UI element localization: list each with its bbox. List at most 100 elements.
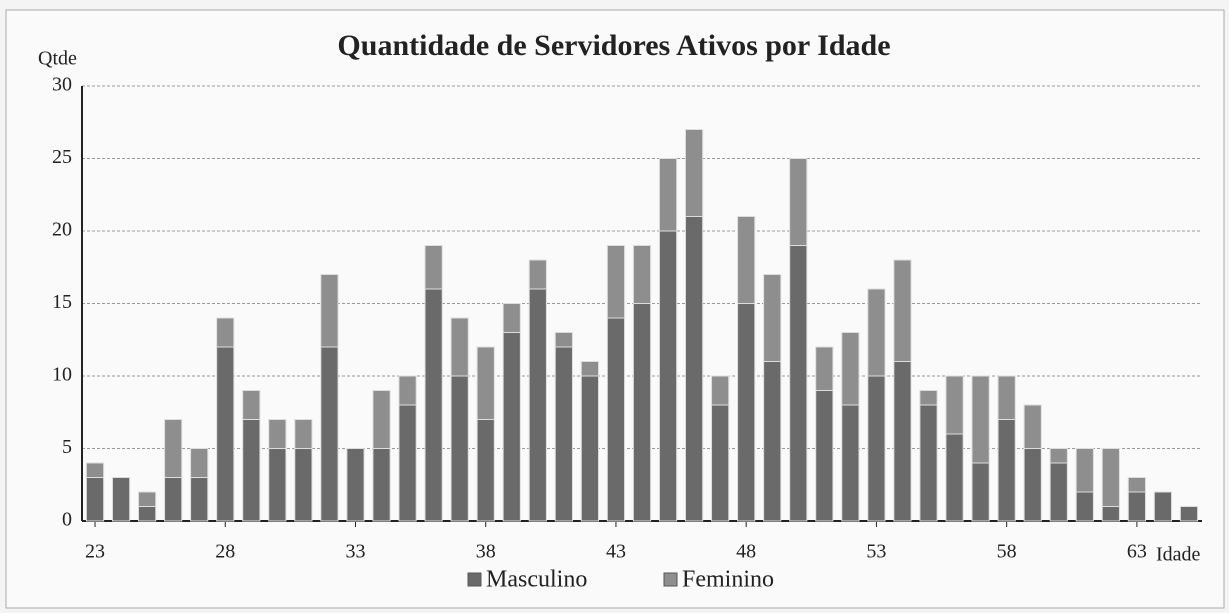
bar-segment <box>632 245 652 304</box>
bar-segment <box>1179 506 1199 522</box>
x-tick-label: 23 <box>85 541 105 563</box>
bar-segment <box>320 346 339 522</box>
bar-segment <box>164 477 183 522</box>
bar-segment <box>1127 477 1146 493</box>
bar-segment <box>268 419 287 449</box>
bar-segment <box>216 317 235 348</box>
bar-segment <box>737 216 756 304</box>
bar-segment <box>867 375 886 522</box>
bar-segment <box>658 230 678 522</box>
bar-segment <box>320 274 339 348</box>
bar-segment <box>580 361 600 377</box>
bar-segment <box>424 288 443 522</box>
bar-segment <box>789 158 808 246</box>
bar-segment <box>398 375 417 406</box>
bar-segment <box>216 346 235 522</box>
bar-segment <box>1101 506 1120 522</box>
bar-segment <box>684 129 704 217</box>
bar-segment <box>502 332 521 522</box>
bar-segment <box>763 361 782 522</box>
x-tick-label: 38 <box>476 541 496 563</box>
bar-segment <box>294 419 313 449</box>
bar-segment <box>580 375 600 522</box>
bar-segment <box>190 448 209 478</box>
legend-label: Feminino <box>682 567 774 593</box>
x-tick-label: 58 <box>997 541 1017 563</box>
bar-segment <box>450 375 469 522</box>
bar-segment <box>997 375 1016 420</box>
bar-segment <box>1127 491 1146 522</box>
bar-segment <box>867 288 886 377</box>
bar-segment <box>424 245 443 290</box>
bar-segment <box>1101 448 1120 507</box>
bar-segment <box>85 477 105 522</box>
y-tick-label: 20 <box>52 219 72 241</box>
bar-segment <box>945 433 964 522</box>
bar-segment <box>711 375 730 406</box>
bar-segment <box>789 245 808 522</box>
bar-segment <box>502 303 521 333</box>
bar-segment <box>138 491 157 507</box>
y-tick-label: 0 <box>62 509 72 531</box>
y-tick-label: 25 <box>52 146 72 168</box>
chart-title: Quantidade de Servidores Ativos por Idad… <box>337 29 890 62</box>
x-tick-label: 53 <box>866 541 886 563</box>
bar-segment <box>1049 462 1068 522</box>
bar-segment <box>1075 448 1094 493</box>
bar-segment <box>294 448 313 522</box>
bar-segment <box>242 419 261 522</box>
bar-segment <box>684 216 704 522</box>
bar-segment <box>632 303 652 522</box>
bar-segment <box>841 404 860 522</box>
bar-segment <box>737 303 756 522</box>
bar-segment <box>111 477 131 522</box>
bar-segment <box>919 404 938 522</box>
bar-segment <box>815 346 834 391</box>
bar-segment <box>971 375 990 464</box>
bar-segment <box>554 332 573 348</box>
y-tick-label: 15 <box>52 291 72 313</box>
y-tick-label: 30 <box>52 74 72 96</box>
legend-swatch <box>663 572 678 587</box>
bar-segment <box>528 288 547 522</box>
bar-segment <box>528 259 547 290</box>
bar-segment <box>763 274 782 362</box>
y-axis-label: Qtde <box>38 48 77 70</box>
bar-segment <box>711 404 730 522</box>
bar-segment <box>815 390 834 522</box>
x-tick-label: 48 <box>736 541 756 563</box>
bar-segment <box>85 462 105 478</box>
bar-segment <box>190 477 209 522</box>
x-axis-label: Idade <box>1156 544 1201 566</box>
bar-segment <box>138 506 157 522</box>
bar-segment <box>476 419 495 522</box>
legend-label: Masculino <box>486 567 587 593</box>
bar-segment <box>398 404 417 522</box>
x-tick-label: 63 <box>1127 541 1147 563</box>
bar-segment <box>1153 491 1173 522</box>
bar-segment <box>450 317 469 377</box>
bar-segment <box>372 448 391 522</box>
bar-segment <box>1075 491 1094 522</box>
y-tick-label: 10 <box>52 364 72 386</box>
bar-segment <box>1049 448 1068 464</box>
bar-segment <box>372 390 391 449</box>
bar-segment <box>1023 404 1042 449</box>
x-tick-label: 43 <box>606 541 626 563</box>
bar-segment <box>554 346 573 522</box>
bar-segment <box>893 259 912 362</box>
bar-segment <box>606 317 626 522</box>
x-tick-label: 28 <box>215 541 235 563</box>
bar-segment <box>945 375 964 435</box>
bar-segment <box>893 361 912 522</box>
bar-segment <box>919 390 938 406</box>
bar-segment <box>971 462 990 522</box>
y-tick-label: 5 <box>62 436 72 458</box>
bar-segment <box>268 448 287 522</box>
bar-segment <box>606 245 626 319</box>
bar-segment <box>658 158 678 232</box>
bar-segment <box>1023 448 1042 522</box>
bar-segment <box>997 419 1016 522</box>
bar-segment <box>841 332 860 406</box>
